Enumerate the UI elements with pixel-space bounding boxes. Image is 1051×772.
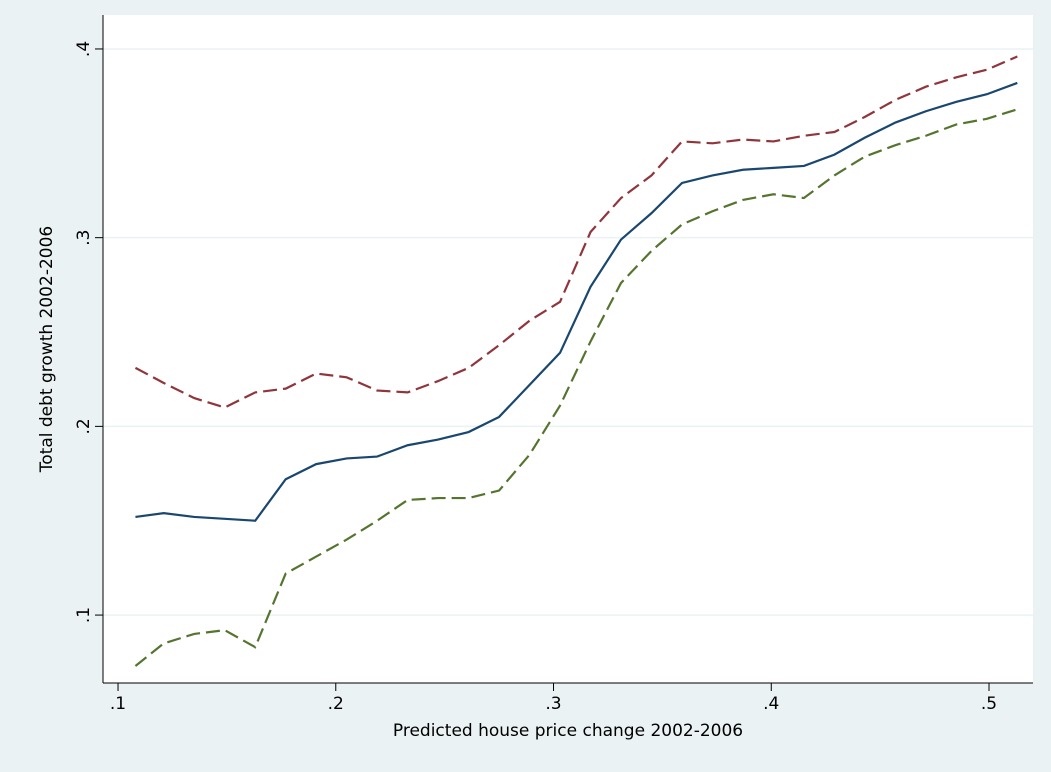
- series-line: [135, 81, 1018, 522]
- series-line: [134, 55, 1018, 409]
- x-tick-label: .2: [328, 694, 344, 714]
- x-axis-label: Predicted house price change 2002-2006: [393, 721, 743, 741]
- series-line: [134, 108, 1018, 667]
- plot-area: [103, 15, 1033, 683]
- y-tick-label: .2: [74, 418, 94, 434]
- y-axis-label: Total debt growth 2002-2006: [37, 226, 57, 473]
- x-tick-label: .1: [110, 694, 126, 714]
- y-tick-label: .3: [74, 230, 94, 246]
- x-tick-label: .3: [545, 694, 561, 714]
- y-tick-label: .1: [74, 607, 94, 623]
- x-tick-label: .4: [763, 694, 779, 714]
- y-tick-label: .4: [74, 41, 94, 57]
- x-tick-label: .5: [981, 694, 997, 714]
